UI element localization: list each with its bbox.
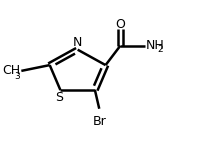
Text: 3: 3 xyxy=(15,72,20,81)
Text: NH: NH xyxy=(146,39,165,52)
Text: N: N xyxy=(73,36,82,49)
Text: CH: CH xyxy=(2,64,20,77)
Text: Br: Br xyxy=(92,114,106,127)
Text: S: S xyxy=(55,91,63,105)
Text: O: O xyxy=(115,18,125,31)
Text: 2: 2 xyxy=(158,45,163,54)
